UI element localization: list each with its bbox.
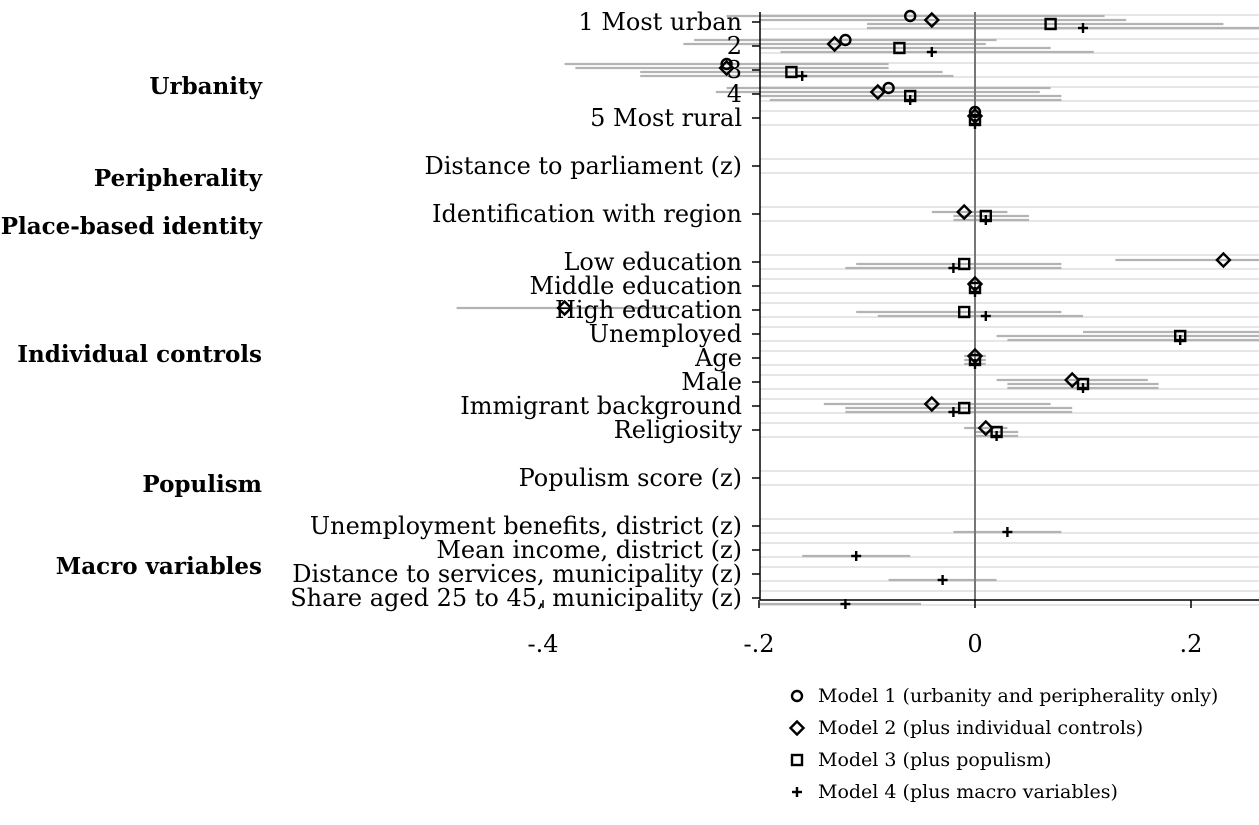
group-label-macro-variables: Macro variables xyxy=(56,553,262,580)
group-labels: Urbanity Peripherality Place-based identit… xyxy=(1,73,263,580)
legend: Model 1 (urbanity and peripherality only… xyxy=(788,685,1218,803)
x-tick-label: .2 xyxy=(1180,630,1203,658)
plus-point xyxy=(970,287,980,297)
legend-label: Model 2 (plus individual controls) xyxy=(818,717,1143,739)
grid-lines xyxy=(760,14,1259,606)
point-estimates xyxy=(556,9,1232,609)
row-label-mean-income-district-z: Mean income, district (z) xyxy=(436,536,742,564)
row-label-low-education: Low education xyxy=(563,248,742,276)
plus-point xyxy=(851,551,862,561)
row-label-identification-with-region: Identification with region xyxy=(432,200,742,228)
circle-point xyxy=(720,57,733,71)
legend-marker-square xyxy=(790,753,804,767)
plus-point xyxy=(991,431,1002,441)
plus-point xyxy=(1078,383,1088,393)
row-label-distance-to-parliament-z: Distance to parliament (z) xyxy=(424,152,742,180)
plus-point xyxy=(1175,335,1186,345)
x-tick-label: -.4 xyxy=(527,630,558,658)
legend-label: Model 3 (plus populism) xyxy=(818,749,1052,771)
diamond-point xyxy=(923,395,940,413)
row-label-populism-score-z: Populism score (z) xyxy=(519,464,742,492)
plus-point xyxy=(948,263,959,273)
x-tick-label: -.2 xyxy=(743,630,774,658)
plus-point xyxy=(937,575,948,585)
plus-point xyxy=(905,95,916,105)
row-label-2: 2 xyxy=(727,32,742,60)
diamond-point xyxy=(1215,251,1232,269)
square-point xyxy=(958,305,971,319)
diamond-point xyxy=(956,203,973,221)
row-label-middle-education: Middle education xyxy=(530,272,742,300)
row-label-male: Male xyxy=(681,368,742,396)
legend-marker-diamond xyxy=(788,719,806,737)
square-point xyxy=(785,65,798,79)
row-label-high-education: High education xyxy=(555,296,742,324)
x-axis: -.4-.20.2.4.6 xyxy=(527,599,1259,658)
row-label-4: 4 xyxy=(727,80,742,108)
plus-point xyxy=(1002,527,1013,537)
plus-point xyxy=(970,359,980,369)
row-label-unemployed: Unemployed xyxy=(589,320,742,348)
y-axis xyxy=(752,12,761,600)
circle-point xyxy=(968,105,982,119)
row-label-5-most-rural: 5 Most rural xyxy=(590,104,742,132)
legend-label: Model 4 (plus macro variables) xyxy=(818,781,1118,803)
row-label-immigrant-background: Immigrant background xyxy=(460,392,742,420)
plus-point xyxy=(980,311,991,321)
plus-point xyxy=(797,71,808,81)
diamond-point xyxy=(556,299,573,317)
legend-marker-plus xyxy=(792,787,802,797)
plus-point xyxy=(948,407,959,417)
legend-marker-circle xyxy=(790,689,804,703)
group-label-peripherality: Peripherality xyxy=(94,165,263,192)
plus-point xyxy=(840,599,851,609)
plus-point xyxy=(970,119,980,129)
row-label-1-most-urban: 1 Most urban xyxy=(578,8,742,36)
diamond-point xyxy=(869,83,886,101)
plus-point xyxy=(1078,23,1088,33)
square-point xyxy=(1044,17,1057,31)
group-label-individual-controls: Individual controls xyxy=(17,341,262,368)
group-label-urbanity: Urbanity xyxy=(149,73,262,100)
row-label-religiosity: Religiosity xyxy=(614,416,743,444)
diamond-point xyxy=(923,11,940,29)
plus-point xyxy=(926,47,937,57)
group-label-populism: Populism xyxy=(142,471,262,498)
row-label-share-aged-25-to-45-municipality-z: Share aged 25 to 45, municipality (z) xyxy=(290,584,742,612)
group-label-place-based-identity: Place-based identity xyxy=(1,213,263,240)
square-point xyxy=(958,401,971,415)
row-label-unemployment-benefits-district-z: Unemployment benefits, district (z) xyxy=(310,512,742,540)
x-tick-label: 0 xyxy=(967,630,982,658)
square-point xyxy=(893,41,906,55)
circle-point xyxy=(882,81,895,95)
plus-point xyxy=(980,215,991,225)
circle-point xyxy=(904,9,917,23)
row-label-3: 3 xyxy=(727,56,742,84)
row-label-age: Age xyxy=(694,344,742,372)
row-label-distance-to-services-municipality-z: Distance to services, municipality (z) xyxy=(292,560,742,588)
square-point xyxy=(958,257,971,271)
legend-label: Model 1 (urbanity and peripherality only… xyxy=(818,685,1218,707)
diamond-point xyxy=(1064,371,1081,389)
diamond-point xyxy=(977,419,994,437)
diamond-point xyxy=(718,59,735,77)
circle-point xyxy=(839,33,852,47)
diamond-point xyxy=(826,35,843,53)
